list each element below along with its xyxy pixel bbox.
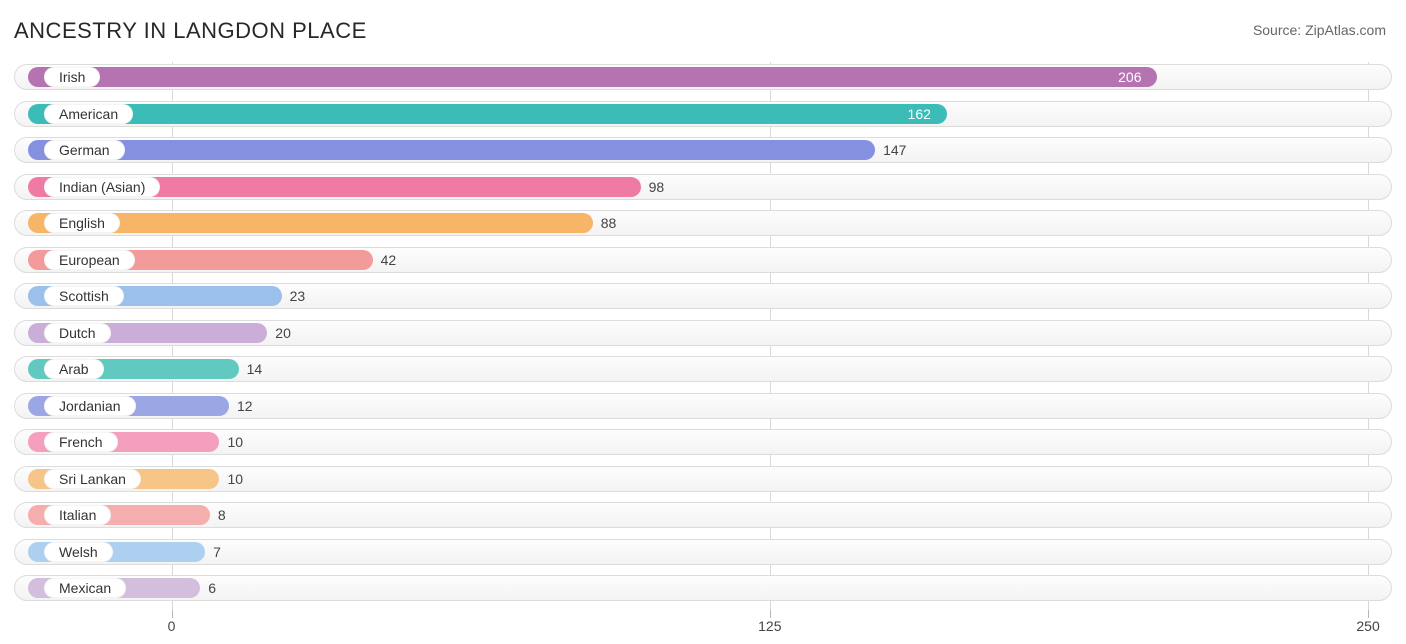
value-label: 8 (210, 500, 226, 530)
value-label: 14 (239, 354, 263, 384)
category-label: Dutch (44, 323, 111, 343)
value-label: 10 (219, 464, 243, 494)
category-label: Irish (44, 67, 100, 87)
axis-label: 0 (168, 618, 176, 634)
value-label: 162 (908, 99, 947, 129)
chart-source: Source: ZipAtlas.com (1253, 22, 1386, 38)
category-label: English (44, 213, 120, 233)
bar-row: Irish 206 (14, 62, 1392, 92)
bar-row: French 10 (14, 427, 1392, 457)
bar-row: American 162 (14, 99, 1392, 129)
value-label: 147 (875, 135, 906, 165)
bar-row: Sri Lankan 10 (14, 464, 1392, 494)
value-label: 23 (282, 281, 306, 311)
axis-label: 125 (758, 618, 781, 634)
x-axis: 0 125 250 (14, 610, 1392, 638)
category-label: German (44, 140, 125, 160)
bar-row: Scottish 23 (14, 281, 1392, 311)
category-label: Welsh (44, 542, 113, 562)
value-label: 12 (229, 391, 253, 421)
category-label: Scottish (44, 286, 124, 306)
bar-row: Dutch 20 (14, 318, 1392, 348)
bar-fill (28, 104, 947, 124)
bar-fill (28, 67, 1157, 87)
value-label: 7 (205, 537, 221, 567)
chart-title: ANCESTRY IN LANGDON PLACE (14, 18, 367, 44)
bar-row: Indian (Asian) 98 (14, 172, 1392, 202)
value-label: 206 (1118, 62, 1157, 92)
category-label: Italian (44, 505, 111, 525)
chart-header: ANCESTRY IN LANGDON PLACE Source: ZipAtl… (14, 18, 1392, 44)
value-label: 98 (641, 172, 665, 202)
bar-row: Welsh 7 (14, 537, 1392, 567)
bar-track (14, 575, 1392, 601)
bar-row: German 147 (14, 135, 1392, 165)
value-label: 42 (373, 245, 397, 275)
category-label: Indian (Asian) (44, 177, 160, 197)
value-label: 88 (593, 208, 617, 238)
category-label: European (44, 250, 135, 270)
value-label: 6 (200, 573, 216, 603)
bar-row: Italian 8 (14, 500, 1392, 530)
value-label: 20 (267, 318, 291, 348)
category-label: French (44, 432, 118, 452)
category-label: Sri Lankan (44, 469, 141, 489)
bar-row: Mexican 6 (14, 573, 1392, 603)
bar-row: Jordanian 12 (14, 391, 1392, 421)
value-label: 10 (219, 427, 243, 457)
category-label: American (44, 104, 133, 124)
axis-tick (1368, 610, 1369, 618)
category-label: Jordanian (44, 396, 136, 416)
axis-tick (770, 610, 771, 618)
bar-row: European 42 (14, 245, 1392, 275)
axis-label: 250 (1356, 618, 1379, 634)
axis-tick (172, 610, 173, 618)
bar-fill (28, 140, 875, 160)
category-label: Arab (44, 359, 104, 379)
category-label: Mexican (44, 578, 126, 598)
bar-row: English 88 (14, 208, 1392, 238)
bar-row: Arab 14 (14, 354, 1392, 384)
chart-area: Irish206American162German147Indian (Asia… (14, 62, 1392, 638)
